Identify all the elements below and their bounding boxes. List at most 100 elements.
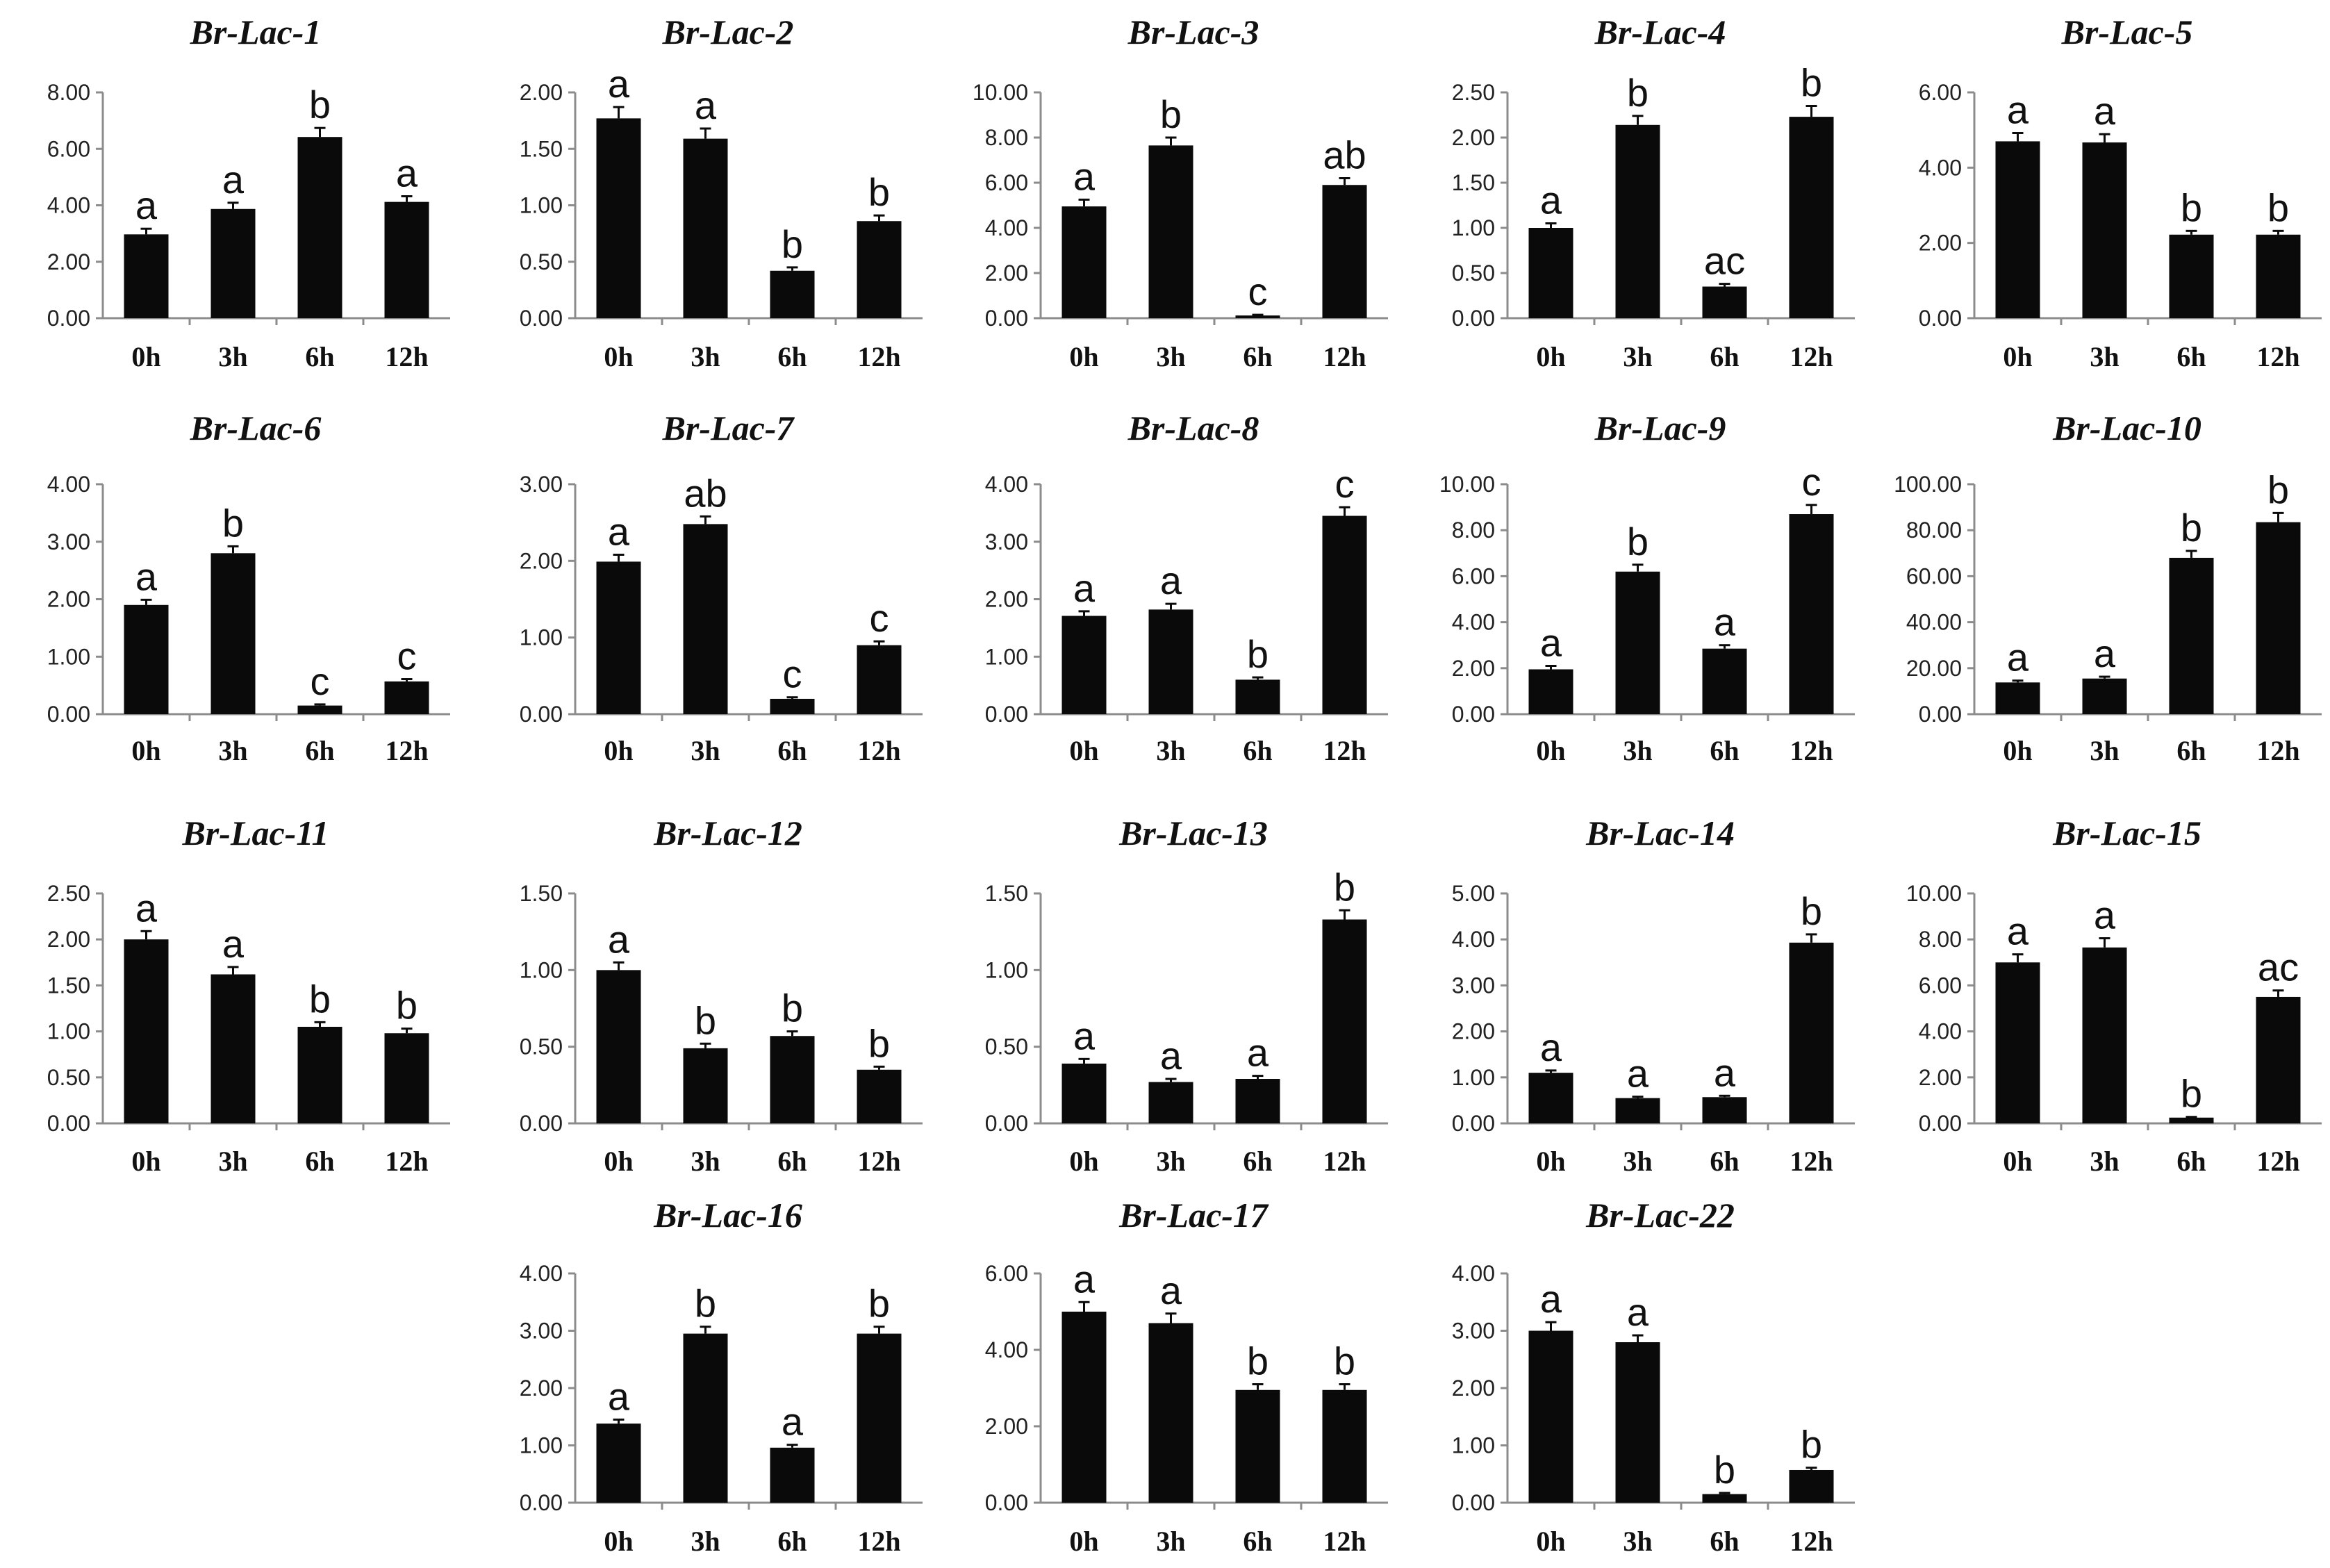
bar <box>596 970 641 1123</box>
significance-label: c <box>311 659 330 703</box>
significance-label: ac <box>1704 239 1745 283</box>
y-tick-label: 2.50 <box>1452 80 1495 105</box>
x-tick-label: 0h <box>1069 341 1098 372</box>
significance-label: a <box>2007 636 2029 679</box>
chart-title: Br-Lac-2 <box>662 13 794 51</box>
x-tick-label: 12h <box>1323 1526 1366 1557</box>
bar <box>1615 1098 1660 1123</box>
significance-label: ac <box>2258 946 2299 989</box>
significance-label: b <box>868 170 890 214</box>
y-tick-label: 1.50 <box>1452 170 1495 195</box>
bar <box>857 645 902 714</box>
significance-label: a <box>1540 620 1562 664</box>
y-tick-label: 1.00 <box>47 644 90 669</box>
chart-br-lac-3: Br-Lac-3 0.00 2.00 4.00 6.00 8.00 10.00 a 0h b 3h c… <box>973 13 1388 372</box>
x-tick-label: 12h <box>1790 341 1833 372</box>
y-tick-label: 40.00 <box>1906 610 1962 635</box>
bar <box>210 553 256 714</box>
y-tick-label: 2.00 <box>47 927 90 952</box>
significance-label: b <box>1801 61 1822 105</box>
y-tick-label: 6.00 <box>1919 973 1962 998</box>
significance-label: b <box>2267 185 2289 229</box>
bar <box>1322 185 1367 318</box>
chart-title: Br-Lac-15 <box>2052 814 2201 852</box>
bar <box>1615 124 1660 319</box>
chart-title: Br-Lac-4 <box>1594 13 1726 51</box>
chart-br-lac-12: Br-Lac-12 0.00 0.50 1.00 1.50 a 0h b 3h b 6h b 12h <box>520 814 923 1177</box>
bar <box>1615 1342 1660 1503</box>
bar <box>1322 919 1367 1123</box>
significance-label: a <box>608 510 630 554</box>
x-tick-label: 6h <box>777 1526 807 1557</box>
y-tick-label: 1.00 <box>520 1433 563 1458</box>
y-tick-label: 0.00 <box>520 1490 563 1515</box>
bar <box>297 137 342 318</box>
y-tick-label: 4.00 <box>520 1261 563 1286</box>
significance-label: a <box>222 158 245 201</box>
bar <box>1061 616 1107 714</box>
x-tick-label: 6h <box>1710 735 1739 766</box>
chart-br-lac-6: Br-Lac-6 0.00 1.00 2.00 3.00 4.00 a 0h b 3h c 6h c 12… <box>47 408 450 766</box>
x-tick-label: 0h <box>131 735 160 766</box>
y-tick-label: 0.50 <box>1452 261 1495 286</box>
chart-title: Br-Lac-1 <box>190 13 322 51</box>
bar <box>770 270 815 318</box>
chart-br-lac-5: Br-Lac-5 0.00 2.00 4.00 6.00 a 0h a 3h b 6h b 12h <box>1919 13 2322 372</box>
chart-br-lac-7: Br-Lac-7 0.00 1.00 2.00 3.00 a 0h ab 3h c 6h c 12h <box>520 408 923 766</box>
x-tick-label: 6h <box>305 341 334 372</box>
y-tick-label: 4.00 <box>985 215 1028 240</box>
significance-label: b <box>782 987 803 1030</box>
bar <box>1322 515 1367 714</box>
chart-title: Br-Lac-8 <box>1127 408 1259 447</box>
chart-title: Br-Lac-14 <box>1585 814 1735 852</box>
y-tick-label: 1.50 <box>520 881 563 906</box>
chart-br-lac-15: Br-Lac-15 0.00 2.00 4.00 6.00 8.00 10.00 a 0h a 3h… <box>1906 814 2322 1177</box>
chart-br-lac-2: Br-Lac-2 0.00 0.50 1.00 1.50 2.00 a 0h a 3h b 6h b 12… <box>520 13 923 372</box>
significance-label: a <box>1627 1052 1649 1096</box>
y-tick-label: 10.00 <box>1906 881 1962 906</box>
significance-label: c <box>1335 462 1355 506</box>
bar <box>210 208 256 318</box>
bar <box>297 705 342 714</box>
significance-label: b <box>1334 865 1355 909</box>
bar <box>857 1333 902 1503</box>
y-tick-label: 2.00 <box>1919 1065 1962 1090</box>
significance-label: a <box>1073 566 1096 610</box>
significance-label: b <box>222 501 244 545</box>
x-tick-label: 6h <box>2176 735 2206 766</box>
bar <box>1702 286 1747 318</box>
x-tick-label: 0h <box>1536 1526 1565 1557</box>
significance-label: a <box>2094 632 2116 675</box>
x-tick-label: 3h <box>2090 735 2119 766</box>
y-tick-label: 2.00 <box>520 1376 563 1401</box>
significance-label: a <box>1540 1277 1562 1321</box>
bar <box>683 524 728 714</box>
x-tick-label: 0h <box>2003 1146 2032 1177</box>
x-tick-label: 3h <box>1623 1526 1652 1557</box>
significance-label: a <box>1714 600 1736 644</box>
x-tick-label: 6h <box>777 735 807 766</box>
y-tick-label: 1.00 <box>1452 1433 1495 1458</box>
chart-title: Br-Lac-3 <box>1127 13 1259 51</box>
chart-title: Br-Lac-6 <box>190 408 322 447</box>
y-tick-label: 0.00 <box>1452 1490 1495 1515</box>
bar <box>1995 962 2040 1123</box>
x-tick-label: 0h <box>2003 735 2032 766</box>
x-tick-label: 12h <box>1790 735 1833 766</box>
significance-label: a <box>1073 1014 1096 1057</box>
y-tick-label: 4.00 <box>1919 155 1962 180</box>
bar <box>857 1069 902 1123</box>
x-tick-label: 6h <box>305 735 334 766</box>
bar <box>596 561 641 714</box>
y-tick-label: 3.00 <box>520 1319 563 1344</box>
x-tick-label: 0h <box>1536 735 1565 766</box>
significance-label: b <box>2267 468 2289 511</box>
chart-title: Br-Lac-11 <box>181 814 329 852</box>
significance-label: a <box>608 62 630 106</box>
y-tick-label: 0.50 <box>985 1034 1028 1059</box>
y-tick-label: 3.00 <box>1452 1319 1495 1344</box>
x-tick-label: 12h <box>857 1146 900 1177</box>
significance-label: c <box>870 596 889 640</box>
x-tick-label: 6h <box>305 1146 334 1177</box>
significance-label: b <box>2181 1072 2202 1116</box>
